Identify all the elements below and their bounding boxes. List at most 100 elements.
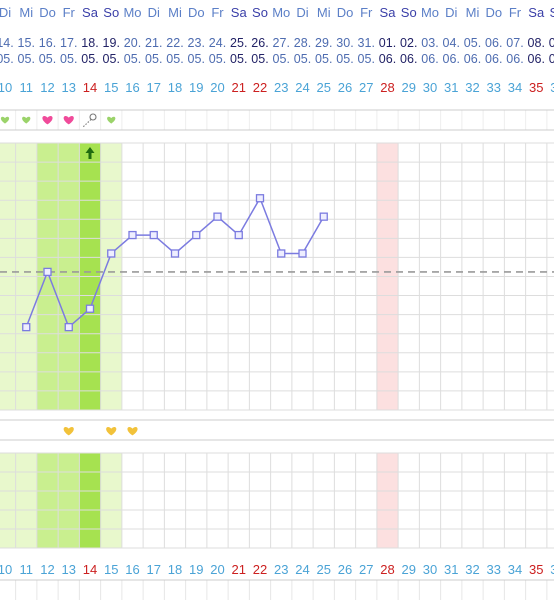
key-icon[interactable] [82, 113, 97, 128]
date-day-label: 19. [103, 36, 120, 50]
temperature-point[interactable] [64, 322, 73, 332]
cycle-day-number: 17 [147, 80, 161, 95]
cycle-day-number-footer: 30 [423, 562, 437, 577]
date-day-label: 09. [549, 36, 554, 50]
period-band-lower [376, 453, 399, 548]
date-month-label: 06. [485, 52, 502, 66]
temperature-point[interactable] [107, 249, 116, 258]
temperature-point[interactable] [277, 249, 286, 258]
top-symbol-row[interactable] [0, 113, 116, 128]
cycle-day-number-footer: 29 [402, 562, 416, 577]
temperature-point[interactable] [128, 230, 137, 240]
date-month-label: 05. [145, 52, 162, 66]
date-month-label: 06. [443, 52, 460, 66]
cycle-day-number-footer: 15 [104, 562, 118, 577]
cycle-day-number-footer: 27 [359, 562, 373, 577]
date-month-label: 05. [81, 52, 98, 66]
cycle-day-number: 13 [62, 80, 76, 95]
key-icon-shaft [82, 119, 92, 128]
cycle-day-number-footer: 26 [338, 562, 352, 577]
date-day-label: 26. [251, 36, 268, 50]
cycle-day-number-footer: 36 [550, 562, 554, 577]
ovulation-band-lower [79, 453, 101, 548]
cycle-day-number: 34 [508, 80, 522, 95]
weekday-label: Di [148, 5, 160, 20]
date-month-label: 06. [421, 52, 438, 66]
date-day-label: 17. [60, 36, 77, 50]
cycle-day-number: 23 [274, 80, 288, 95]
temperature-point[interactable] [170, 249, 180, 258]
temperature-point[interactable] [192, 230, 201, 240]
fertile-band-lower [15, 453, 37, 548]
cycle-day-number: 18 [168, 80, 182, 95]
cycle-day-number-footer: 11 [20, 562, 34, 577]
cycle-day-number: 20 [210, 80, 224, 95]
date-month-label: 06. [506, 52, 523, 66]
date-month-label: 05. [209, 52, 226, 66]
cycle-day-number-footer: 14 [83, 562, 97, 577]
cycle-day-number-footer: 18 [168, 562, 182, 577]
temperature-point[interactable] [85, 304, 95, 313]
cycle-day-number-footer: 33 [487, 562, 501, 577]
temperature-series [22, 147, 328, 332]
temperature-point[interactable] [319, 212, 328, 221]
yellow-heart-icon[interactable] [106, 427, 117, 436]
cycle-day-number: 16 [125, 80, 139, 95]
date-month-label: 06. [379, 52, 396, 66]
date-month-label: 05. [273, 52, 290, 66]
weekday-label: Mo [421, 5, 439, 20]
temperature-point[interactable] [298, 249, 307, 258]
green-heart-icon[interactable] [0, 116, 10, 124]
date-day-label: 28. [294, 36, 311, 50]
yellow-heart-icon[interactable] [63, 427, 74, 436]
weekday-label: Mi [317, 5, 331, 20]
date-month-label: 05. [103, 52, 120, 66]
date-month-label: 05. [39, 52, 56, 66]
cycle-day-number: 22 [253, 80, 267, 95]
date-month-label: 06. [549, 52, 554, 66]
weekday-label: Di [0, 5, 11, 20]
cycle-day-number: 36 [550, 80, 554, 95]
date-day-label: 30. [336, 36, 353, 50]
cycle-day-number: 31 [444, 80, 458, 95]
date-month-label: 05. [124, 52, 141, 66]
cycle-day-number-footer: 22 [253, 562, 267, 577]
pink-heart-icon[interactable] [42, 116, 53, 125]
date-month-label: 05. [358, 52, 375, 66]
chart-grid [0, 109, 554, 600]
weekday-label: So [103, 5, 119, 20]
weekday-label: Do [39, 5, 56, 20]
date-day-label: 24. [209, 36, 226, 50]
green-heart-icon[interactable] [22, 116, 31, 124]
cycle-day-number-footer: 12 [40, 562, 54, 577]
weekday-label: Mo [272, 5, 290, 20]
cycle-day-number: 11 [20, 80, 34, 95]
temperature-point[interactable] [213, 212, 222, 221]
cycle-day-number-footer: 28 [380, 562, 394, 577]
bottom-symbol-row[interactable] [63, 427, 138, 436]
yellow-heart-icon[interactable] [127, 427, 138, 436]
temperature-point[interactable] [255, 194, 265, 203]
date-day-label: 01. [379, 36, 396, 50]
date-day-label: 05. [464, 36, 481, 50]
date-month-label: 06. [464, 52, 481, 66]
weekday-label: Fr [360, 5, 373, 20]
weekday-label: Mi [19, 5, 33, 20]
cycle-day-number: 10 [0, 80, 12, 95]
temperature-point[interactable] [149, 230, 158, 240]
date-month-label: 05. [188, 52, 205, 66]
temperature-point[interactable] [22, 322, 31, 332]
arrow-up-shape [85, 147, 95, 159]
cycle-day-number: 29 [402, 80, 416, 95]
fertile-band-lower [0, 453, 16, 548]
cycle-day-number: 25 [317, 80, 331, 95]
pink-heart-icon[interactable] [63, 116, 74, 125]
date-day-label: 23. [188, 36, 205, 50]
green-heart-icon[interactable] [107, 116, 116, 124]
temperature-point[interactable] [234, 230, 243, 240]
cycle-day-number-footer: 16 [125, 562, 139, 577]
fertile-band-lower [100, 453, 122, 548]
date-day-label: 03. [421, 36, 438, 50]
temperature-point[interactable] [43, 267, 52, 277]
